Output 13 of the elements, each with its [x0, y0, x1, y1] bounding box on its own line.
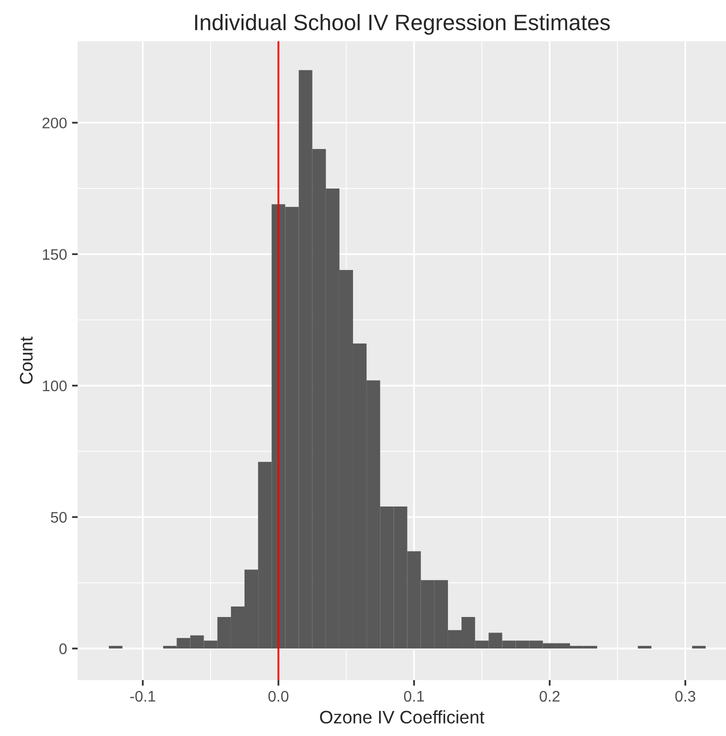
x-tick-label: 0.2 — [540, 690, 560, 702]
y-tick-label: 100 — [42, 380, 67, 392]
x-tick-label: 0.3 — [675, 690, 696, 702]
chart-title: Individual School IV Regression Estimates — [195, 14, 610, 35]
x-axis-title: Ozone IV Coefficient — [320, 710, 484, 724]
x-tick-label: 0.1 — [404, 690, 424, 702]
x-tick-label: -0.1 — [130, 690, 156, 702]
y-tick-label: 200 — [42, 118, 67, 128]
y-axis-title: Count — [20, 336, 33, 384]
y-tick-label: 150 — [42, 249, 67, 260]
y-tick-label: 0 — [59, 643, 67, 654]
x-tick-label: 0.0 — [268, 690, 288, 702]
y-tick-label: 50 — [50, 512, 67, 523]
